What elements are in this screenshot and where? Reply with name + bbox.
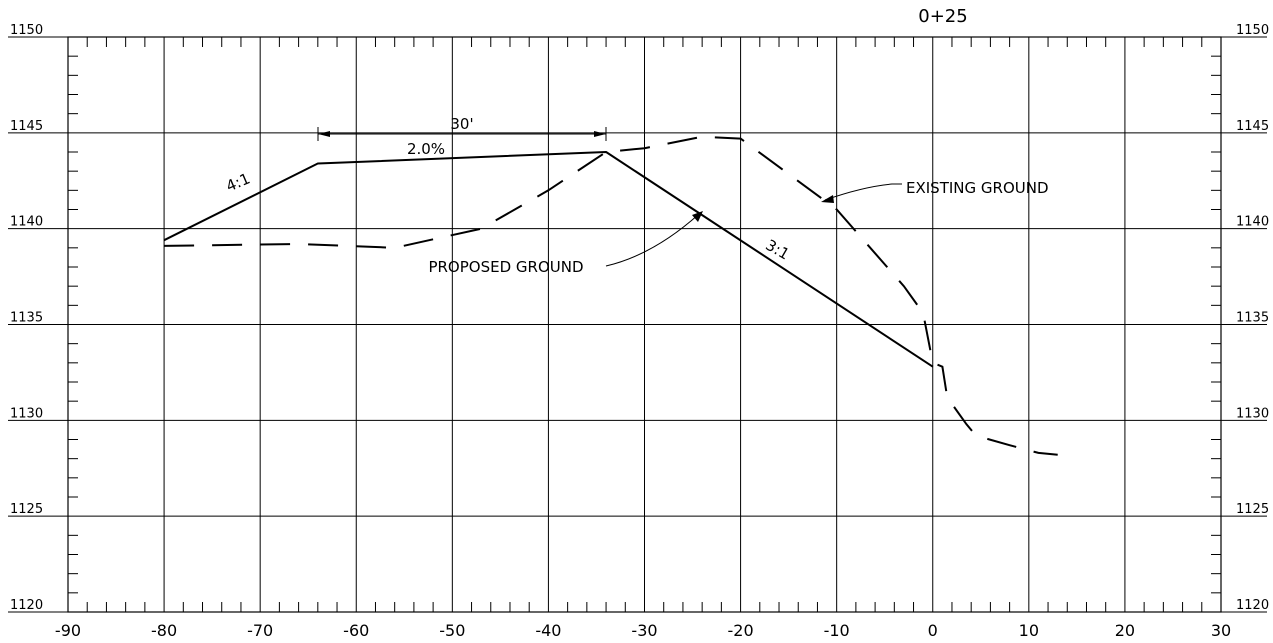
x-tick-label: -50 <box>439 621 465 640</box>
x-tick-label: -70 <box>247 621 273 640</box>
y-tick-label-right: 1135 <box>1236 311 1269 326</box>
y-tick-label-left: 1125 <box>10 502 43 517</box>
left-slope-label: 4:1 <box>223 169 252 195</box>
width-dimension <box>317 127 607 141</box>
y-tick-label-right: 1150 <box>1236 23 1269 38</box>
existing-ground-label: EXISTING GROUND <box>906 179 1049 197</box>
x-tick-label: -80 <box>151 621 177 640</box>
width-dimension-label: 30' <box>450 115 473 133</box>
y-tick-label-left: 1120 <box>10 598 43 613</box>
x-tick-label: -40 <box>535 621 561 640</box>
x-tick-label: -10 <box>824 621 850 640</box>
y-tick-label-left: 1135 <box>10 311 43 326</box>
y-tick-label-left: 1150 <box>10 23 43 38</box>
x-tick-label: -90 <box>55 621 81 640</box>
x-tick-label: 0 <box>928 621 938 640</box>
existing-ground-line <box>164 135 1058 456</box>
grid <box>8 36 1267 613</box>
y-tick-label-right: 1140 <box>1236 215 1269 230</box>
proposed-ground-line <box>163 151 934 368</box>
station-title: 0+25 <box>918 6 967 27</box>
ground-lines <box>163 135 1058 456</box>
y-tick-label-left: 1140 <box>10 215 43 230</box>
y-tick-label-right: 1125 <box>1236 502 1269 517</box>
x-tick-label: -60 <box>343 621 369 640</box>
x-tick-label: -20 <box>728 621 754 640</box>
right-slope-label: 3:1 <box>763 236 793 264</box>
x-tick-label: 10 <box>1019 621 1039 640</box>
grade-label: 2.0% <box>407 140 445 158</box>
proposed-ground-label: PROPOSED GROUND <box>428 258 583 276</box>
x-tick-label: -30 <box>631 621 657 640</box>
axis-labels: 1120 1120 1125 1125 1130 1130 1135 1135 1140 1140… <box>10 23 1269 640</box>
x-tick-label: 20 <box>1115 621 1135 640</box>
y-tick-label-right: 1130 <box>1236 406 1269 421</box>
proposed-ground-leader <box>605 213 700 267</box>
y-tick-label-right: 1145 <box>1236 119 1269 134</box>
axis-ticks <box>68 37 1221 612</box>
y-tick-label-right: 1120 <box>1236 598 1269 613</box>
x-tick-label: 30 <box>1211 621 1231 640</box>
proposed-ground-arrowhead <box>692 211 703 222</box>
y-tick-label-left: 1145 <box>10 119 43 134</box>
y-tick-label-left: 1130 <box>10 406 43 421</box>
existing-ground-arrowhead <box>821 195 834 203</box>
